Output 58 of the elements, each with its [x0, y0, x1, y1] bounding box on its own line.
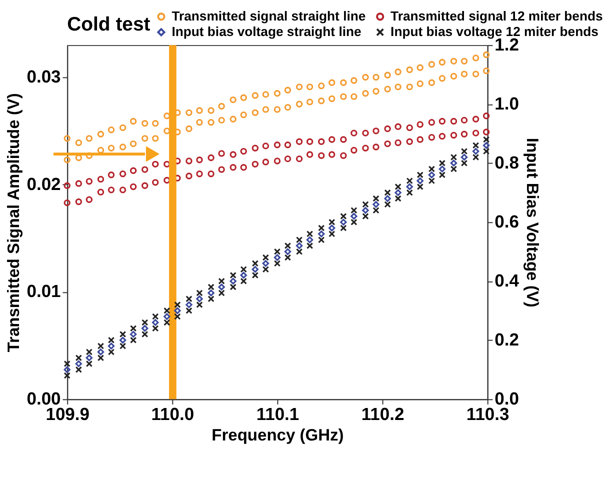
- point: [472, 148, 480, 155]
- y-axis-title: Transmitted Signal Amplitude (V): [4, 93, 23, 352]
- point: [252, 266, 259, 273]
- point: [450, 160, 458, 166]
- point: [340, 218, 347, 226]
- y2-tick-label: 0.4: [494, 270, 520, 290]
- x-tick-label: 110.1: [256, 404, 300, 424]
- y-tick-label: 0.02: [26, 174, 62, 194]
- point: [274, 254, 281, 261]
- point: [75, 360, 82, 368]
- point: [306, 236, 314, 244]
- y2-tick-label: 1.0: [494, 93, 520, 114]
- point: [186, 301, 192, 308]
- point: [406, 183, 413, 190]
- point: [196, 295, 203, 302]
- point: [328, 224, 336, 232]
- point: [64, 366, 70, 374]
- point: [296, 242, 303, 250]
- point: [119, 336, 126, 344]
- y2-tick-label: 0.6: [494, 211, 520, 232]
- point: [97, 348, 104, 356]
- legend-label: Transmitted signal straight line: [172, 8, 366, 24]
- legend-label: Input bias voltage straight line: [172, 24, 362, 40]
- point: [394, 189, 402, 196]
- point: [262, 260, 270, 267]
- point: [318, 230, 325, 238]
- point: [108, 342, 115, 350]
- point: [208, 290, 214, 296]
- legend-label: Input bias voltage 12 miter bends: [390, 24, 598, 40]
- y2-tick-label: 0.8: [494, 152, 520, 172]
- point: [416, 177, 424, 184]
- point: [240, 272, 247, 279]
- point: [152, 319, 159, 326]
- point: [142, 324, 148, 332]
- point: [230, 278, 236, 284]
- point: [350, 212, 358, 220]
- point: [428, 172, 436, 178]
- y2-tick-label: 0.2: [494, 330, 520, 350]
- point: [362, 206, 369, 214]
- y-tick-label: 0.01: [26, 281, 62, 302]
- point: [164, 313, 170, 320]
- y-tick-label: 0.03: [26, 66, 62, 87]
- x-axis-title: Frequency (GHz): [212, 426, 344, 445]
- legend-title: Cold test: [67, 13, 151, 36]
- point: [460, 154, 468, 161]
- point: [218, 284, 225, 290]
- point: [384, 195, 391, 202]
- point: [86, 354, 93, 362]
- x-tick-label: 110.2: [361, 404, 404, 424]
- point: [284, 248, 292, 255]
- point: [438, 166, 446, 172]
- point: [482, 142, 490, 149]
- point: [174, 307, 181, 314]
- point: [130, 330, 137, 338]
- point: [372, 201, 380, 208]
- legend-label: Transmitted signal 12 miter bends: [390, 8, 603, 24]
- x-tick-label: 110.0: [151, 404, 194, 424]
- y2-axis-title: Input Bias Voltage (V): [522, 138, 542, 308]
